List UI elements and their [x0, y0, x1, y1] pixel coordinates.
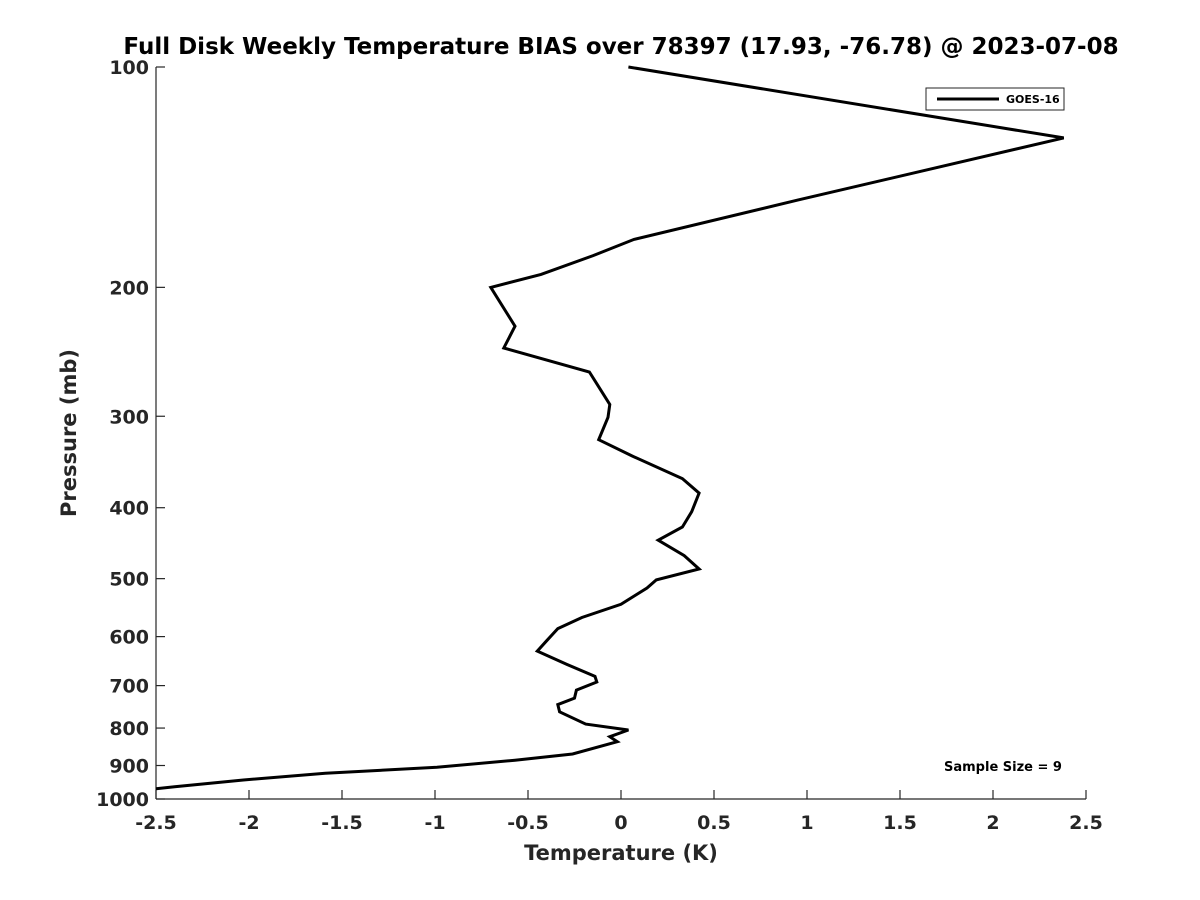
y-tick-label: 600 — [109, 627, 149, 649]
x-tick-label: -2.5 — [135, 812, 177, 834]
y-tick-label: 200 — [109, 277, 149, 299]
y-tick-label: 900 — [109, 756, 149, 778]
x-axis-label: Temperature (K) — [524, 841, 718, 865]
y-tick-label: 500 — [109, 569, 149, 591]
legend: GOES-16 — [925, 87, 1065, 111]
series-line-goes-16 — [155, 65, 1065, 791]
sample-size-annotation: Sample Size = 9 — [944, 760, 1062, 775]
y-tick-label: 700 — [109, 676, 149, 698]
y-tick-label: 1000 — [96, 789, 149, 811]
x-tick-label: -1 — [424, 812, 445, 834]
x-tick-label: -0.5 — [507, 812, 549, 834]
legend-entry-goes-16: GOES-16 — [1006, 93, 1060, 106]
x-tick-label: 2 — [986, 812, 999, 834]
y-tick-label: 300 — [109, 406, 149, 428]
chart-title: Full Disk Weekly Temperature BIAS over 7… — [123, 34, 1118, 60]
x-tick-label: 1 — [800, 812, 813, 834]
x-axis-ticks: -2.5 -2 -1.5 -1 -0.5 0 0.5 1 1.5 2 2.5 — [135, 790, 1103, 834]
x-tick-label: 0 — [614, 812, 627, 834]
x-tick-label: -2 — [238, 812, 259, 834]
x-tick-label: 1.5 — [883, 812, 917, 834]
y-axis-label: Pressure (mb) — [57, 349, 81, 517]
x-tick-label: 2.5 — [1069, 812, 1103, 834]
y-tick-label: 400 — [109, 498, 149, 520]
x-tick-label: -1.5 — [321, 812, 363, 834]
x-tick-label: 0.5 — [697, 812, 731, 834]
y-tick-label: 100 — [109, 57, 149, 79]
y-tick-label: 800 — [109, 718, 149, 740]
plot-area — [155, 67, 1086, 800]
y-axis-ticks: 100 200 300 400 500 600 700 800 900 1000 — [96, 57, 165, 811]
